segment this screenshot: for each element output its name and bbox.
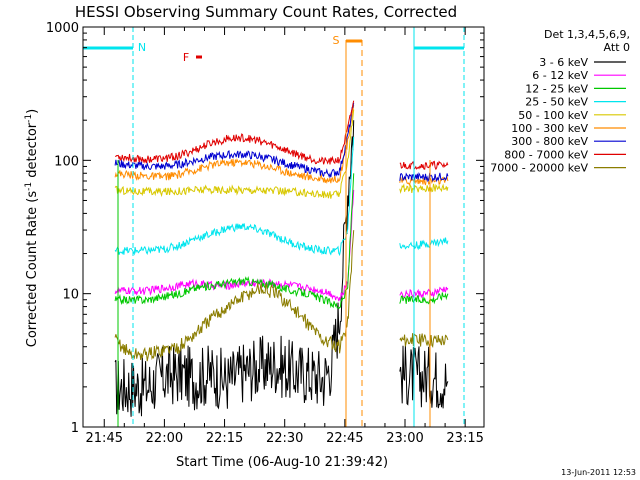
series-line-12-25-kev-b (399, 292, 449, 305)
plot-background (83, 27, 484, 427)
legend-header-line-2: Att 0 (604, 41, 630, 54)
series-line-800-7000-kev-b (399, 160, 449, 171)
series-line-7000-20000-kev-b (399, 332, 449, 349)
series-line-25-50-kev-b (399, 237, 449, 251)
attenuator-overlay: N F S (83, 27, 465, 427)
y-axis-label: Corrected Count Rate (s-1 detector-1) (24, 109, 40, 347)
y-axis-label-sup2: -1 (24, 114, 34, 123)
x-tick-label-6: 23:15 (446, 431, 483, 446)
series-line-50-100-kev (114, 109, 355, 199)
series-line-800-7000-kev (115, 100, 355, 165)
y-axis-label-end: ) (25, 109, 40, 114)
y-tick-label-2: 100 (54, 154, 79, 169)
marker-f: F (183, 51, 189, 64)
chart-title: HESSI Observing Summary Count Rates, Cor… (75, 3, 457, 21)
y-axis-label-mid: detector (25, 122, 40, 182)
legend-label-6-12-kev: 6 - 12 keV (532, 69, 588, 82)
series-line-12-25-kev (114, 173, 355, 310)
y-tick-label-3: 1000 (46, 21, 79, 36)
footer-date: 13-Jun-2011 12:53 (561, 468, 636, 477)
legend-label-300-800-kev: 300 - 800 keV (511, 135, 588, 148)
plot-frame (82, 26, 485, 428)
series-line-3-6-kev (114, 120, 355, 417)
x-axis-label: Start Time (06-Aug-10 21:39:42) (176, 455, 388, 470)
legend-label-12-25-kev: 12 - 25 keV (525, 82, 588, 95)
series-line-300-800-kev (114, 102, 355, 179)
series-line-7000-20000-kev (114, 230, 355, 362)
axes: 21:45 22:00 22:15 22:30 22:45 23:00 23:15 1 10 10… (46, 21, 485, 446)
x-tick-label-0: 21:45 (86, 431, 123, 446)
series-line-50-100-kev-b (399, 183, 449, 194)
y-tick-label-0: 1 (71, 421, 79, 436)
series-line-6-12-kev-b (399, 286, 449, 299)
x-tick-label-4: 22:45 (326, 431, 363, 446)
series-line-300-800-kev-b (399, 171, 449, 183)
legend-header-line-1: Det 1,3,4,5,6,9, (544, 28, 630, 41)
y-axis-label-sup1: -1 (24, 182, 34, 191)
legend-label-100-300-kev: 100 - 300 keV (511, 122, 588, 135)
marker-n: N (138, 41, 146, 54)
legend-label-25-50-kev: 25 - 50 keV (525, 96, 588, 109)
legend-label-3-6-kev: 3 - 6 keV (539, 56, 588, 69)
series-line-25-50-kev (114, 136, 355, 257)
plot-area (83, 27, 484, 427)
series-line-3-6-kev-b (399, 345, 449, 409)
legend-label-50-100-kev: 50 - 100 keV (518, 109, 588, 122)
legend-label-7000-20000-kev: 7000 - 20000 keV (490, 162, 588, 175)
x-tick-label-5: 23:00 (386, 431, 423, 446)
series-line-100-300-kev (114, 104, 355, 184)
y-axis-label-main: Corrected Count Rate (s (25, 191, 40, 348)
x-tick-label-2: 22:15 (206, 431, 243, 446)
y-tick-label-1: 10 (62, 288, 79, 303)
series-layer (114, 100, 449, 417)
x-tick-label-3: 22:30 (266, 431, 303, 446)
marker-s: S (333, 34, 340, 47)
x-tick-label-1: 22:00 (146, 431, 183, 446)
legend-label-800-7000-kev: 800 - 7000 keV (504, 148, 588, 161)
